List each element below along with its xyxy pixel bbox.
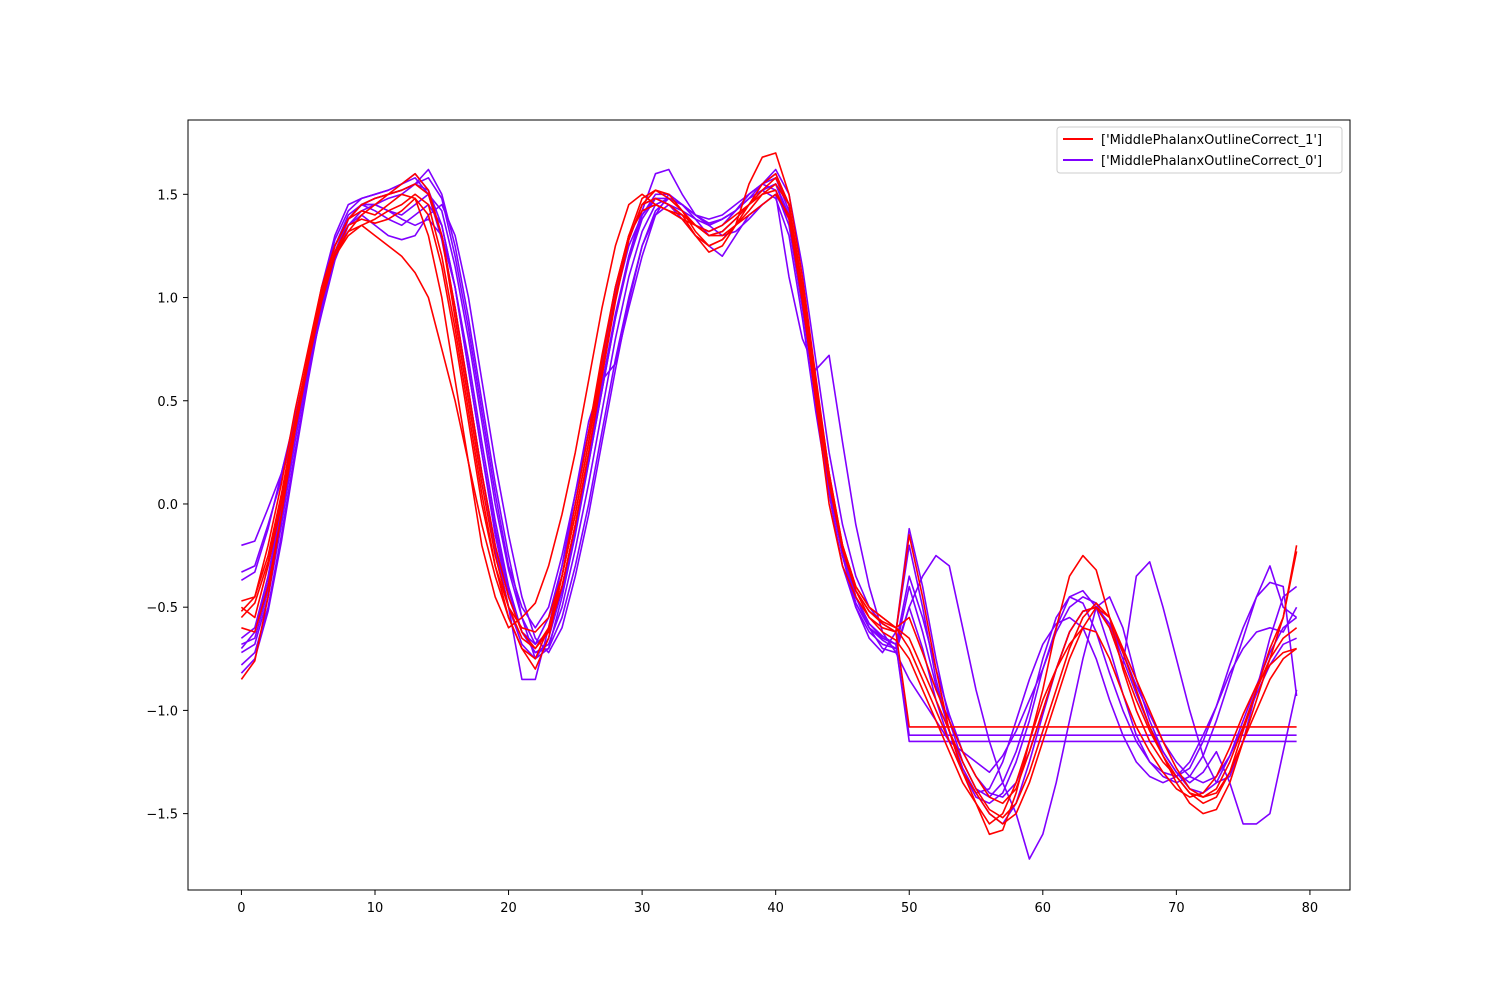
y-tick-label: 0.0 <box>157 498 178 513</box>
series-line-class-1-5 <box>240 189 1297 825</box>
y-tick-label: 0.5 <box>157 395 178 410</box>
x-tick-label: 60 <box>1035 901 1052 916</box>
y-tick-label: −1.5 <box>146 808 178 823</box>
y-tick-label: −1.0 <box>146 704 178 719</box>
x-tick-label: 70 <box>1168 901 1185 916</box>
series-layer <box>240 152 1298 860</box>
legend-label-class-1: ['MiddlePhalanxOutlineCorrect_1'] <box>1101 133 1322 148</box>
legend-box <box>1056 126 1343 174</box>
x-axis: 0 10 20 30 40 50 60 70 80 <box>237 890 1318 916</box>
x-tick-label: 20 <box>500 901 517 916</box>
legend: ['MiddlePhalanxOutlineCorrect_1'] ['Midd… <box>1056 126 1343 174</box>
x-tick-label: 0 <box>237 901 245 916</box>
x-tick-label: 40 <box>767 901 784 916</box>
y-tick-label: 1.0 <box>157 292 178 307</box>
series-line-class-1-0 <box>240 172 1297 728</box>
x-tick-label: 80 <box>1302 901 1319 916</box>
x-tick-label: 50 <box>901 901 918 916</box>
y-tick-label: −0.5 <box>146 601 178 616</box>
x-tick-label: 30 <box>634 901 651 916</box>
y-axis: −1.5 −1.0 −0.5 0.0 0.5 1.0 1.5 <box>146 188 188 823</box>
series-line-class-1-4 <box>241 177 1298 805</box>
series-line-class-1-1 <box>240 193 1298 825</box>
y-tick-label: 1.5 <box>157 188 178 203</box>
series-line-class-0-12 <box>240 177 1297 743</box>
x-tick-label: 10 <box>367 901 384 916</box>
series-line-class-0-10 <box>240 189 1298 794</box>
legend-label-class-0: ['MiddlePhalanxOutlineCorrect_0'] <box>1101 154 1322 169</box>
plot-area-frame <box>187 119 1351 891</box>
series-line-class-1-2 <box>240 183 1298 819</box>
